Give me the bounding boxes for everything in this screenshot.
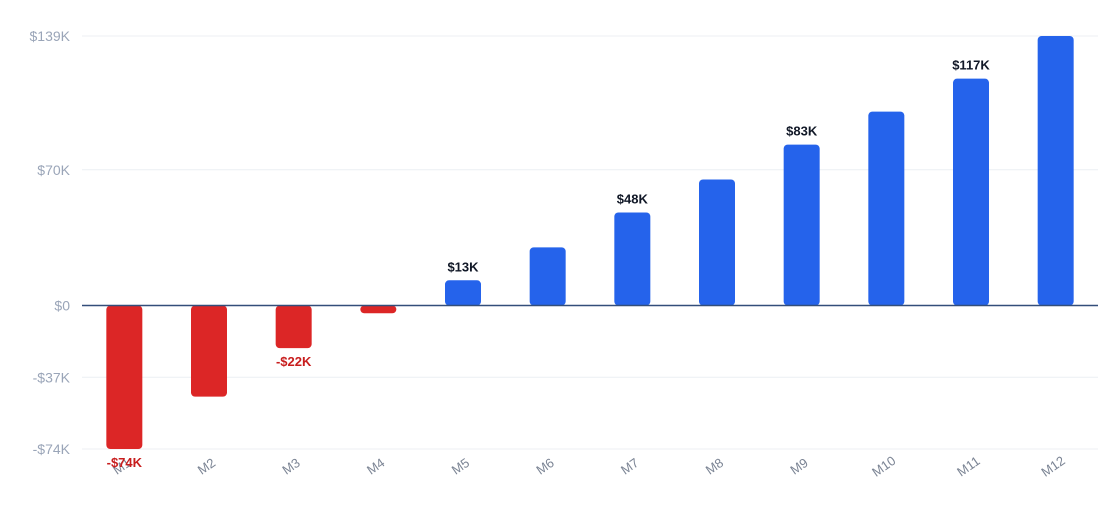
bar-m10 [868, 111, 905, 306]
y-tick-label: -$74K [33, 441, 71, 457]
data-label: $48K [617, 191, 649, 206]
y-tick-label: $139K [30, 28, 71, 44]
y-tick-label: $0 [54, 298, 70, 314]
data-label: $13K [447, 259, 479, 274]
x-tick-label: M4 [364, 455, 387, 478]
bar-m7 [614, 212, 651, 306]
bar-m2 [191, 305, 227, 397]
x-tick-label: M7 [618, 455, 641, 478]
bar-m8 [699, 179, 735, 306]
x-tick-label: M3 [279, 455, 302, 478]
x-tick-label: M12 [1038, 453, 1067, 480]
bar-m3 [275, 305, 312, 349]
x-tick-label: M10 [869, 453, 898, 480]
x-tick-label: M11 [954, 453, 983, 479]
bar-m5 [445, 280, 481, 306]
x-tick-label: M9 [787, 455, 810, 478]
bar-m1 [106, 305, 143, 449]
bar-m11 [953, 78, 989, 306]
data-label: -$74K [107, 455, 143, 470]
y-tick-label: -$37K [33, 369, 71, 385]
data-label: $83K [786, 124, 818, 139]
x-tick-label: M5 [449, 455, 472, 478]
bar-m12 [1037, 36, 1074, 306]
data-label: $117K [952, 58, 990, 73]
x-tick-label: M6 [533, 455, 556, 478]
bar-m6 [529, 247, 566, 306]
bar-m9 [783, 144, 820, 306]
y-tick-label: $70K [37, 162, 70, 178]
bar-m4 [360, 305, 397, 314]
data-label: -$22K [276, 354, 312, 369]
x-tick-label: M2 [195, 455, 218, 478]
x-tick-label: M8 [703, 455, 726, 478]
